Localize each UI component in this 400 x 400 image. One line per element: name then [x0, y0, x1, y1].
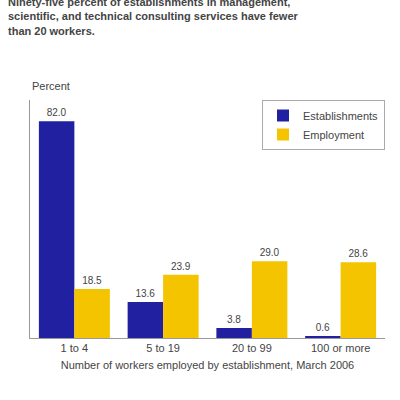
- svg-text:Ninety-five percent of establi: Ninety-five percent of establishments in…: [8, 0, 298, 37]
- svg-text:18.5: 18.5: [82, 275, 102, 286]
- svg-text:20 to 99: 20 to 99: [232, 342, 272, 354]
- svg-text:1 to 4: 1 to 4: [61, 342, 89, 354]
- svg-text:3.8: 3.8: [227, 314, 241, 325]
- svg-text:29.0: 29.0: [260, 247, 280, 258]
- svg-text:Number of workers employed by: Number of workers employed by establishm…: [61, 359, 354, 371]
- svg-text:5 to 19: 5 to 19: [146, 342, 180, 354]
- svg-text:23.9: 23.9: [171, 261, 191, 272]
- svg-text:28.6: 28.6: [348, 248, 368, 259]
- svg-text:0.6: 0.6: [316, 322, 330, 333]
- svg-text:Establishments: Establishments: [303, 110, 378, 122]
- svg-text:Employment: Employment: [303, 129, 364, 141]
- svg-text:Percent: Percent: [32, 80, 70, 92]
- svg-text:100 or more: 100 or more: [311, 342, 370, 354]
- svg-text:82.0: 82.0: [47, 107, 67, 118]
- svg-text:13.6: 13.6: [135, 288, 155, 299]
